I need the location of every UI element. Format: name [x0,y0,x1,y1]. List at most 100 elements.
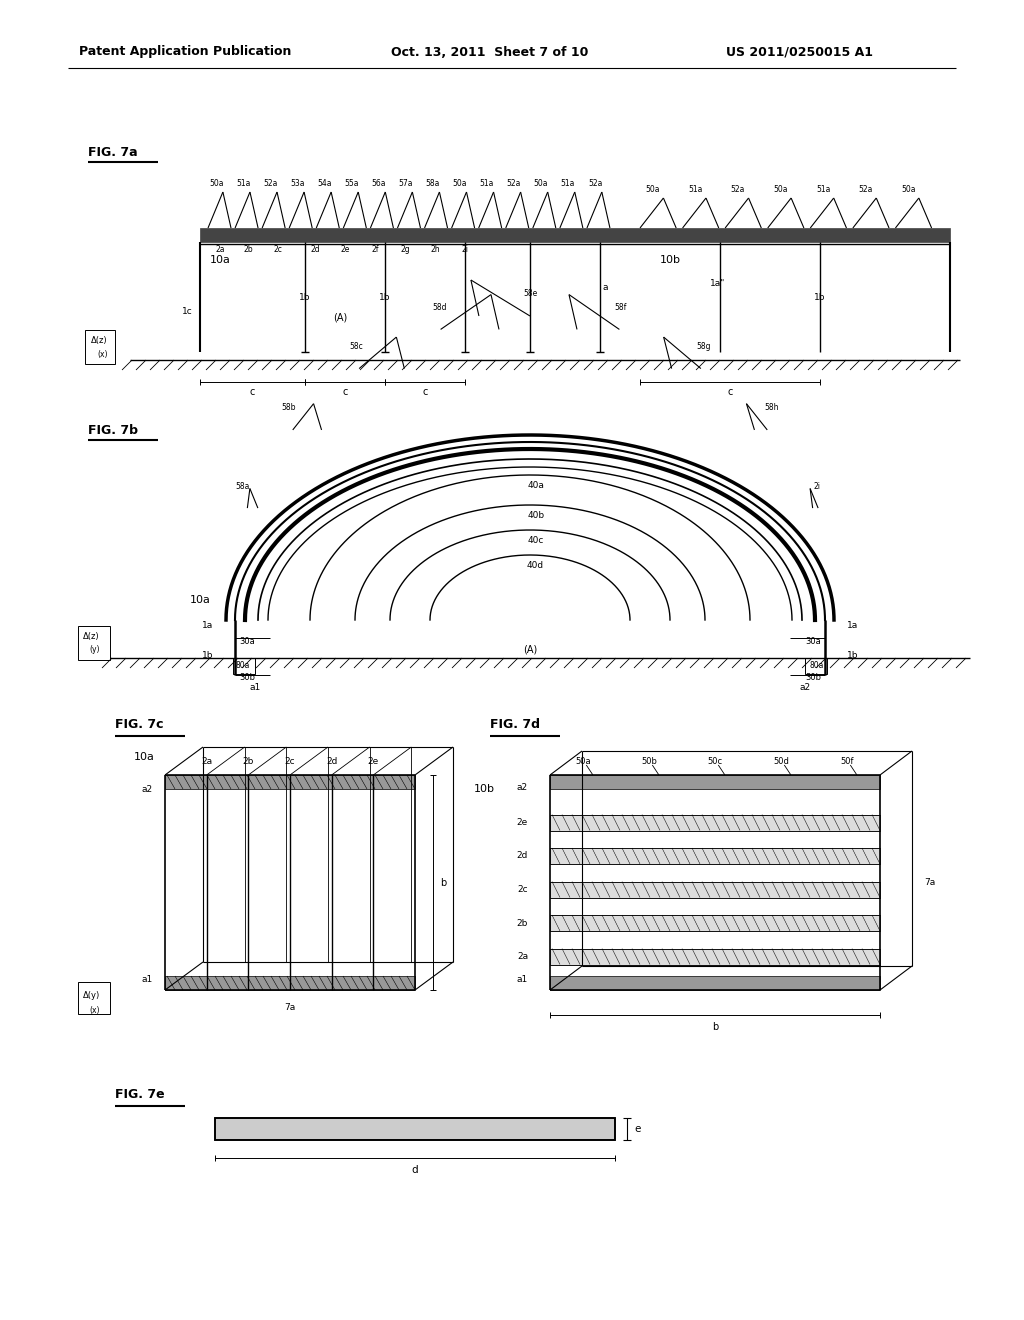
Text: 80a: 80a [810,661,824,671]
Text: 7a: 7a [285,1003,296,1012]
Bar [550,915,880,931]
Text: 10b: 10b [474,784,495,795]
Text: 52a: 52a [588,180,602,189]
Text: FIG. 7b: FIG. 7b [88,424,138,437]
Text: 51a: 51a [479,180,494,189]
Text: 52a: 52a [263,180,278,189]
Text: 30b: 30b [805,672,821,681]
Text: 51a: 51a [236,180,251,189]
Text: 51a: 51a [561,180,575,189]
Text: 1a": 1a" [711,280,726,289]
Text: 1b: 1b [299,293,310,301]
Text: (x): (x) [97,350,108,359]
Bar [165,975,415,990]
Bar [805,657,827,675]
Text: 80a: 80a [236,661,250,671]
Text: 2i: 2i [814,482,821,491]
Text: a2: a2 [800,684,811,693]
Bar [550,882,880,898]
Text: 2d: 2d [310,246,319,255]
Bar [78,982,110,1014]
Text: 50a: 50a [534,180,548,189]
Text: 7a: 7a [925,878,936,887]
Text: 1b: 1b [379,293,391,301]
Text: 58d: 58d [432,302,446,312]
Text: 40d: 40d [527,561,544,569]
Text: 1b: 1b [814,293,825,301]
Text: 40c: 40c [527,536,544,545]
Text: FIG. 7e: FIG. 7e [115,1089,165,1101]
Text: 52a: 52a [507,180,521,189]
Text: 2e: 2e [368,756,379,766]
Text: 2i: 2i [462,246,469,255]
Bar [550,775,880,789]
Text: a2: a2 [517,783,528,792]
Text: d: d [412,1166,419,1175]
Text: 2a: 2a [215,246,224,255]
Text: (A): (A) [523,645,538,655]
Text: 10a: 10a [134,752,155,762]
Text: 1a: 1a [847,620,858,630]
Text: 58g: 58g [696,342,711,351]
Text: 51a: 51a [816,186,830,194]
Bar [215,1118,615,1140]
Text: 2d: 2d [517,851,528,861]
Text: 58c: 58c [349,342,364,351]
Text: 2b: 2b [517,919,528,928]
Text: e: e [635,1125,641,1134]
Text: 56a: 56a [372,180,386,189]
Text: 10b: 10b [660,255,681,265]
Text: c: c [342,387,348,397]
Text: 1b: 1b [202,652,213,660]
Text: (y): (y) [89,645,99,655]
Bar [550,814,880,830]
Text: c: c [727,387,733,397]
Text: 50c: 50c [708,756,723,766]
Text: 51a: 51a [688,186,702,194]
Text: c: c [250,387,255,397]
Bar [200,228,950,242]
Text: 50a: 50a [901,186,915,194]
Text: 2f: 2f [372,246,379,255]
Bar [550,975,880,990]
Text: 50a: 50a [453,180,467,189]
Text: b: b [440,878,446,887]
Text: FIG. 7d: FIG. 7d [490,718,540,731]
Text: 1c: 1c [182,308,193,317]
Text: 2g: 2g [400,246,410,255]
Bar [550,847,880,865]
Text: 30a: 30a [805,638,821,647]
Text: FIG. 7a: FIG. 7a [88,145,137,158]
Text: 50a: 50a [209,180,223,189]
Text: 52a: 52a [731,186,745,194]
Text: 58a: 58a [236,482,250,491]
Bar [550,949,880,965]
Text: 50f: 50f [841,756,854,766]
Text: Δ(z): Δ(z) [91,335,108,345]
Bar [233,657,255,675]
Text: 2b: 2b [243,246,253,255]
Text: 50b: 50b [641,756,657,766]
Text: 2h: 2h [430,246,440,255]
Text: a2: a2 [142,784,153,793]
Text: 1b: 1b [847,652,858,660]
Text: 2e: 2e [340,246,349,255]
Text: 58b: 58b [282,404,296,412]
Text: b: b [712,1022,718,1032]
Text: 50d: 50d [773,756,788,766]
Text: 58f: 58f [614,302,627,312]
Text: 30a: 30a [240,638,255,647]
Text: a1: a1 [141,975,153,985]
Text: Oct. 13, 2011  Sheet 7 of 10: Oct. 13, 2011 Sheet 7 of 10 [391,45,589,58]
Text: 58e: 58e [523,289,538,298]
Text: Δ(z): Δ(z) [83,631,99,640]
Text: (x): (x) [89,1006,99,1015]
Text: 58a: 58a [425,180,440,189]
Text: 40a: 40a [527,480,545,490]
Text: 2c: 2c [285,756,295,766]
Bar [165,775,415,789]
Text: US 2011/0250015 A1: US 2011/0250015 A1 [726,45,873,58]
Text: 57a: 57a [398,180,413,189]
Text: a1: a1 [250,684,261,693]
Text: 40b: 40b [527,511,545,520]
